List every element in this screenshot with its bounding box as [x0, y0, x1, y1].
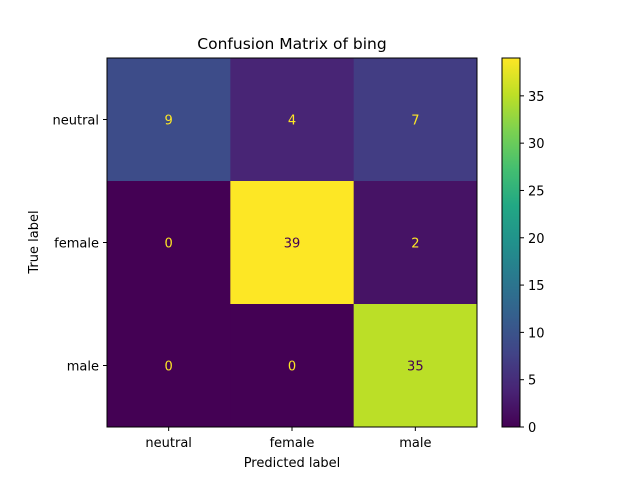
- cell-value-label: 39: [284, 237, 301, 252]
- heatmap-cell: [353, 58, 478, 182]
- cell-value-label: 0: [165, 237, 173, 252]
- x-tick-label: neutral: [145, 436, 192, 451]
- colorbar-tick-label: 15: [528, 279, 545, 294]
- x-axis-ticks: neutral female male: [145, 427, 431, 451]
- heatmap-cell: [230, 181, 355, 305]
- colorbar-tick-label: 35: [528, 90, 545, 105]
- cell-value-label: 7: [411, 114, 419, 129]
- cell-value-label: 0: [165, 360, 173, 375]
- heatmap-cell: [353, 181, 478, 305]
- colorbar-tick-label: 20: [528, 232, 545, 247]
- y-tick-label: female: [54, 237, 99, 252]
- colorbar-tick-label: 25: [528, 184, 545, 199]
- colorbar-tick-label: 0: [528, 421, 536, 436]
- y-axis-label: True label: [27, 210, 42, 274]
- y-tick-label: neutral: [53, 114, 100, 129]
- cell-value-labels: 9 4 7 0 39 2 0 0 35: [165, 114, 424, 375]
- y-axis-ticks: neutral female male: [53, 114, 107, 375]
- heatmap-cell: [230, 304, 355, 428]
- heatmap-cell: [107, 181, 231, 305]
- chart-title: Confusion Matrix of bing: [197, 35, 386, 53]
- colorbar-ticks: 0 5 10 15 20 25 30 35: [520, 90, 545, 436]
- heatmap-cell: [230, 58, 355, 182]
- heatmap-cell: [353, 304, 478, 428]
- y-tick-label: male: [67, 360, 99, 375]
- x-axis-label: Predicted label: [244, 456, 341, 471]
- cell-value-label: 2: [411, 237, 419, 252]
- heatmap-cells: [107, 58, 478, 428]
- cell-value-label: 4: [288, 114, 296, 129]
- colorbar: [501, 57, 521, 428]
- cell-value-label: 35: [407, 360, 424, 375]
- heatmap-cell: [107, 304, 231, 428]
- x-tick-label: male: [399, 436, 431, 451]
- heatmap-cell: [107, 58, 231, 182]
- cell-value-label: 0: [288, 360, 296, 375]
- colorbar-tick-label: 5: [528, 374, 536, 389]
- x-tick-label: female: [270, 436, 315, 451]
- cell-value-label: 9: [165, 114, 173, 129]
- colorbar-tick-label: 10: [528, 326, 545, 341]
- colorbar-tick-label: 30: [528, 137, 545, 152]
